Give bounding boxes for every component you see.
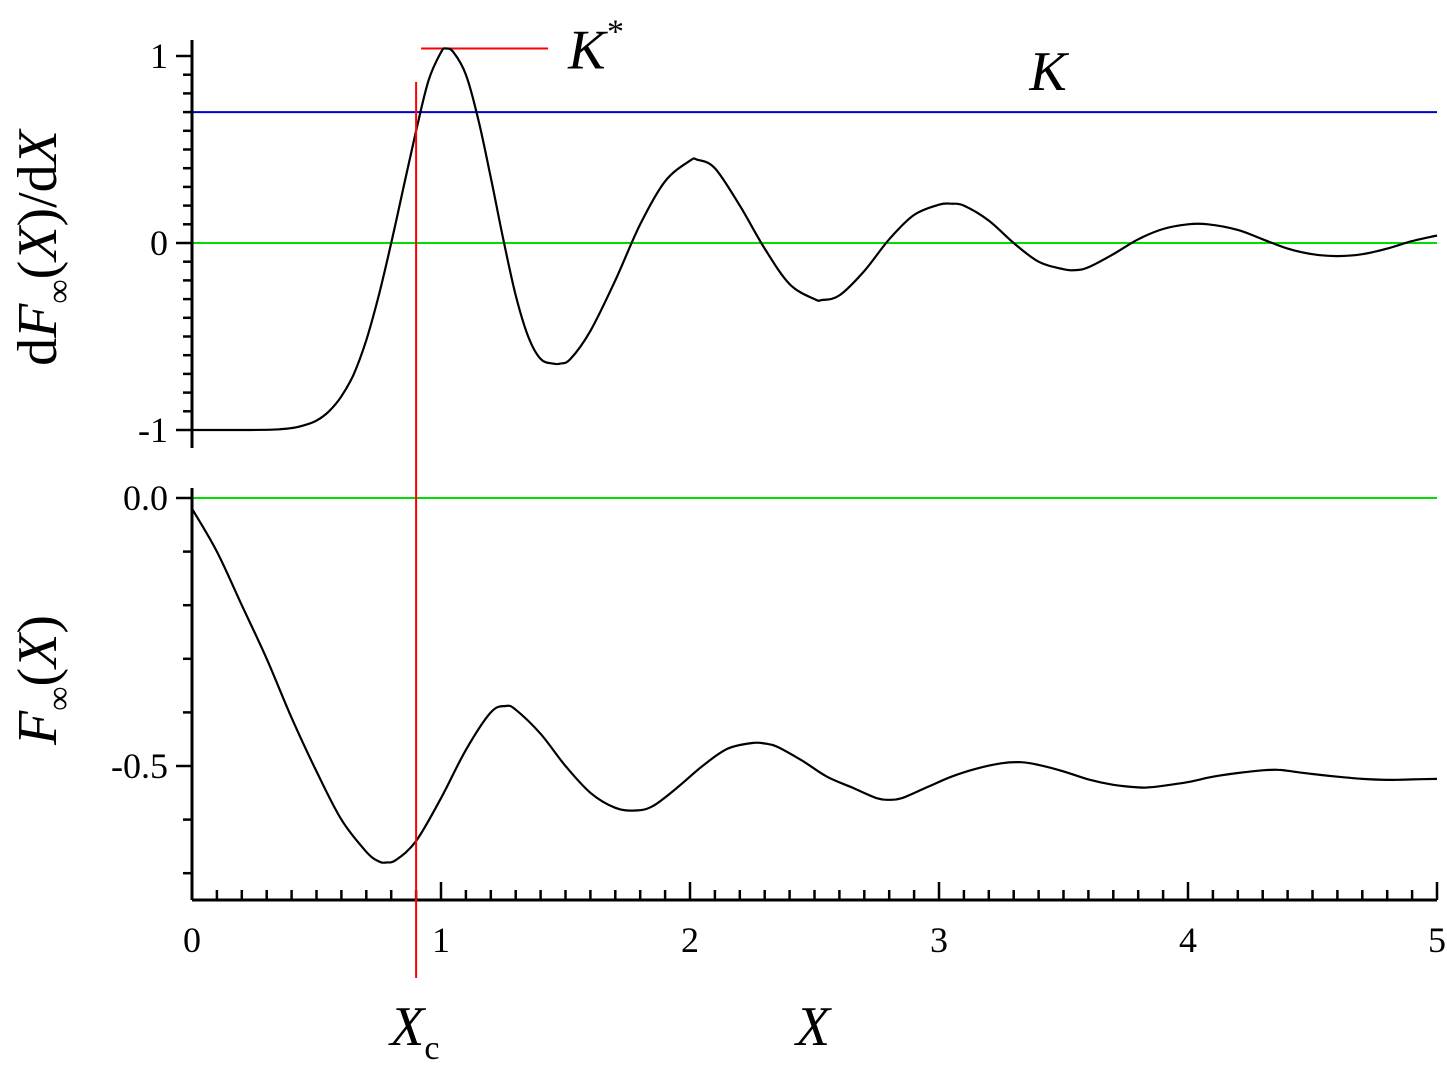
bot-ylabel-open: ( <box>7 668 69 687</box>
label-k: K <box>1028 41 1069 103</box>
bot-ylabel-infinity: ∞ <box>41 687 78 711</box>
critical-x-label-main: X <box>388 996 427 1058</box>
top-ylabel-f: F <box>7 303 69 339</box>
y-tick-label: 0 <box>150 223 168 263</box>
bottom-series <box>191 508 1438 864</box>
x-tick-label: 3 <box>930 920 948 960</box>
top-ylabel-x: X <box>7 224 69 263</box>
top-ylabel-close: )/d <box>7 164 69 226</box>
label-k-star-main: K <box>567 20 608 82</box>
x-tick-label: 1 <box>432 920 450 960</box>
top-reference-lines <box>192 47 1437 244</box>
y-tick-label: -1 <box>138 410 168 450</box>
series-line-0 <box>192 47 1438 432</box>
bot-ylabel-f: F <box>7 710 69 746</box>
label-k-star-sup: * <box>605 14 622 51</box>
series-line-0 <box>191 508 1438 864</box>
top-panel: 10-1 dF∞(X)/dX K K* <box>7 14 1438 450</box>
bottom-y-ticks: 0.0 -0.5 <box>111 478 192 875</box>
bot-ylabel-close: ) <box>7 615 69 634</box>
x-tick-label: 0 <box>183 920 201 960</box>
top-series <box>192 47 1438 432</box>
top-y-ticks: 1 0 -1 <box>138 36 192 450</box>
top-ylabel-infinity: ∞ <box>41 279 78 303</box>
y-tick-label: 1 <box>150 36 168 76</box>
x-axis-label: X <box>794 996 833 1058</box>
top-y-axis-label: dF∞(X)/dX <box>7 127 78 366</box>
top-ylabel-x2: X <box>7 127 69 166</box>
bot-ylabel-x: X <box>7 631 69 670</box>
critical-x-label: Xc <box>388 996 439 1067</box>
y-tick-label: 0.0 <box>123 478 168 518</box>
x-tick-label: 4 <box>1179 920 1197 960</box>
x-tick-label: 2 <box>681 920 699 960</box>
label-k-star: K* <box>567 14 622 82</box>
bottom-y-axis-label: F∞(X) <box>7 615 78 746</box>
bottom-x-ticks: 0 1 2 3 4 5 <box>183 882 1446 960</box>
top-ylabel-d: d <box>7 338 69 366</box>
top-ylabel-open: ( <box>7 261 69 280</box>
x-tick-label: 5 <box>1428 920 1446 960</box>
y-tick-label: -0.5 <box>111 746 168 786</box>
critical-x-label-sub: c <box>424 1030 439 1067</box>
